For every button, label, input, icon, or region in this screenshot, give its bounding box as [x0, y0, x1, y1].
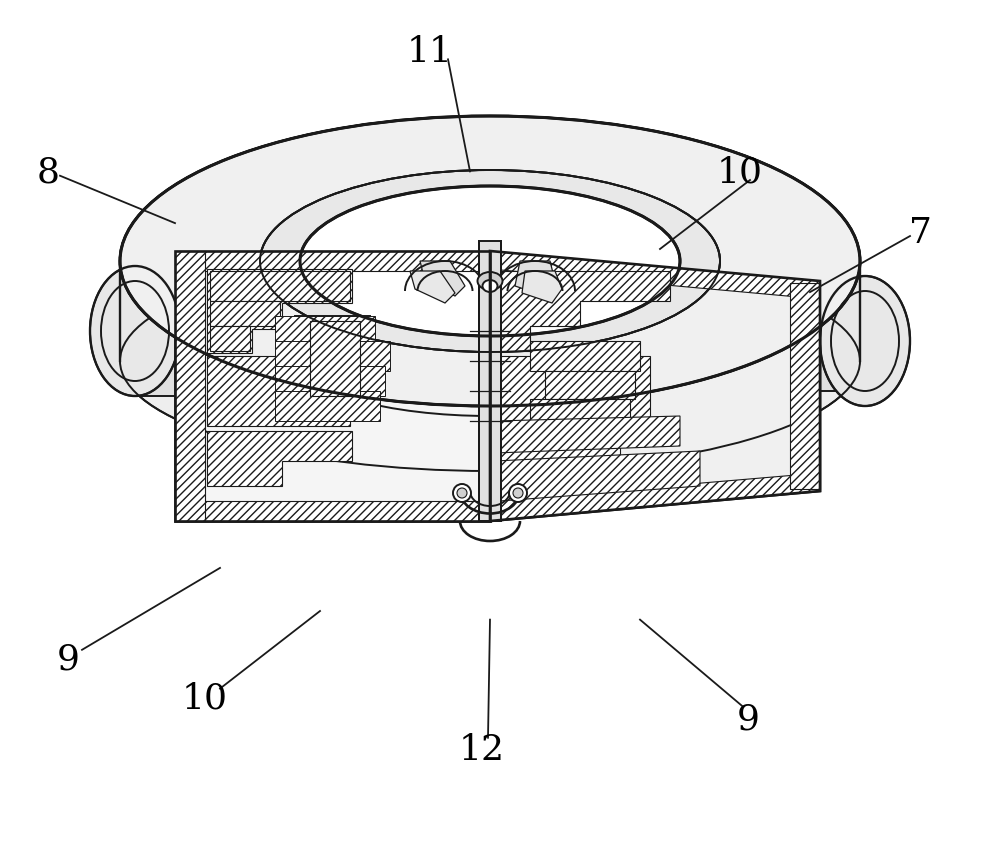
Polygon shape	[820, 292, 865, 392]
Polygon shape	[210, 326, 250, 351]
Polygon shape	[490, 251, 820, 522]
Ellipse shape	[457, 488, 467, 499]
Polygon shape	[515, 262, 555, 297]
Text: 7: 7	[909, 215, 931, 250]
Text: 10: 10	[182, 680, 228, 715]
Polygon shape	[493, 272, 670, 351]
Ellipse shape	[509, 485, 527, 503]
Ellipse shape	[513, 488, 523, 499]
Ellipse shape	[478, 273, 503, 291]
Polygon shape	[545, 372, 635, 400]
Bar	[479, 242, 501, 522]
Polygon shape	[207, 356, 350, 426]
Text: 9: 9	[737, 702, 759, 736]
Polygon shape	[495, 417, 680, 454]
Ellipse shape	[453, 485, 471, 503]
Polygon shape	[210, 301, 280, 326]
Polygon shape	[210, 272, 350, 301]
Ellipse shape	[820, 276, 910, 406]
Ellipse shape	[300, 187, 680, 337]
Polygon shape	[493, 431, 620, 492]
Ellipse shape	[120, 117, 860, 406]
Polygon shape	[530, 400, 630, 426]
Polygon shape	[495, 451, 700, 501]
Ellipse shape	[260, 170, 720, 353]
Polygon shape	[295, 317, 370, 401]
Polygon shape	[135, 267, 180, 397]
Polygon shape	[175, 251, 490, 522]
Polygon shape	[530, 342, 640, 372]
Polygon shape	[275, 317, 375, 347]
Text: 12: 12	[459, 732, 505, 766]
Polygon shape	[410, 272, 455, 304]
Polygon shape	[790, 283, 820, 489]
Polygon shape	[420, 262, 465, 297]
Polygon shape	[522, 272, 562, 304]
Polygon shape	[175, 501, 490, 522]
Ellipse shape	[482, 281, 498, 293]
Polygon shape	[275, 342, 390, 372]
Text: 10: 10	[717, 155, 763, 189]
Polygon shape	[207, 431, 352, 486]
Ellipse shape	[120, 117, 860, 406]
Polygon shape	[207, 269, 352, 354]
Ellipse shape	[120, 251, 860, 472]
Ellipse shape	[300, 187, 680, 337]
Polygon shape	[175, 251, 490, 272]
Polygon shape	[175, 251, 205, 522]
Polygon shape	[490, 474, 820, 522]
Ellipse shape	[300, 307, 680, 417]
Polygon shape	[275, 367, 385, 397]
Polygon shape	[490, 251, 820, 300]
Polygon shape	[493, 356, 650, 426]
Ellipse shape	[90, 267, 180, 397]
Text: 11: 11	[407, 34, 453, 69]
Text: 8: 8	[37, 155, 60, 189]
Polygon shape	[275, 392, 380, 422]
Polygon shape	[310, 322, 360, 397]
Text: 9: 9	[57, 641, 79, 676]
